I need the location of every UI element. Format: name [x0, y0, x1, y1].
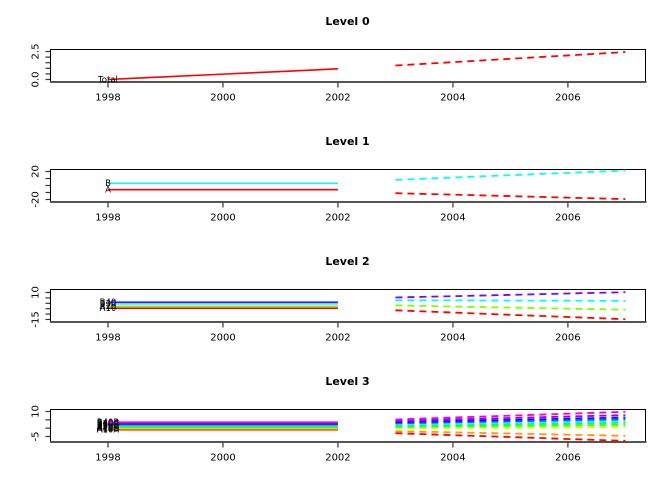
y-tick-label: -15 — [31, 311, 42, 327]
forecast-line-B30A — [395, 420, 626, 426]
y-tick-label: -5 — [31, 432, 42, 442]
x-tick-label: 2006 — [555, 453, 580, 464]
x-tick-label: 2004 — [440, 453, 465, 464]
series-label-B30B: B30B — [97, 420, 120, 430]
panel-title-level-1: Level 1 — [325, 135, 370, 148]
forecast-line-A20 — [395, 304, 626, 311]
panel-level-2: Level 2 1998 2000 2002 2004 2006 -15 10 A10 A20 B… — [0, 240, 672, 360]
x-tick-label: 2006 — [555, 93, 580, 104]
forecast-line-B40A — [395, 414, 626, 422]
panel-level-0: Level 0 1998 2000 2002 2004 2006 0.0 2.5 Total — [0, 0, 672, 120]
x-tick-label: 2004 — [440, 333, 465, 344]
series-label-B40A: B40A — [97, 419, 120, 429]
forecast-line-B30C — [395, 416, 626, 424]
x-tick-label: 2002 — [325, 453, 350, 464]
x-tick-label: 1998 — [95, 213, 120, 224]
forecast-line-A20B — [395, 421, 626, 427]
y-tick-label: 0.0 — [31, 72, 42, 88]
x-tick-label: 1998 — [95, 333, 120, 344]
y-tick-label: -20 — [31, 191, 42, 207]
series-label-A: A — [105, 185, 111, 195]
forecast-line-B30B — [395, 418, 626, 425]
forecast-line-A10B — [395, 430, 626, 437]
x-tick-label: 2000 — [210, 333, 235, 344]
series-label-A10C: A10C — [97, 424, 120, 434]
x-tick-label: 2004 — [440, 93, 465, 104]
level-1-plot: 1998 2000 2002 2004 2006 -20 20 AB — [31, 165, 647, 224]
series-label-B: B — [105, 179, 111, 189]
series-label-Total: Total — [97, 75, 118, 85]
series-label-B30: B30 — [100, 300, 117, 310]
series-label-A10: A10 — [100, 304, 117, 314]
forecast-line-A10 — [395, 309, 626, 321]
x-tick-label: 2002 — [325, 93, 350, 104]
series-label-B40: B40 — [100, 298, 117, 308]
forecast-line-A10C — [395, 426, 626, 430]
x-tick-label: 2000 — [210, 93, 235, 104]
panel-level-1: Level 1 1998 2000 2002 2004 2006 -20 20 A B — [0, 120, 672, 240]
level-0-plot: 1998 2000 2002 2004 2006 0.0 2.5 Total — [31, 44, 647, 104]
x-tick-label: 2006 — [555, 213, 580, 224]
forecast-line-B40B — [395, 410, 626, 421]
x-tick-label: 2002 — [325, 213, 350, 224]
forecast-line-A20A — [395, 423, 626, 428]
plot-box — [50, 49, 646, 82]
x-tick-label: 1998 — [95, 453, 120, 464]
panel-level-3: Level 3 1998 2000 2002 2004 2006 -5 10 A10A A10B… — [0, 360, 672, 480]
y-tick-label: 20 — [31, 165, 42, 178]
x-tick-label: 2002 — [325, 333, 350, 344]
x-tick-label: 1998 — [95, 93, 120, 104]
series-label-A20B: A20B — [97, 422, 120, 432]
forecast-line-B — [395, 169, 626, 181]
forecast-line-B30 — [395, 299, 626, 302]
series-label-A10A: A10A — [97, 425, 120, 435]
series-label-A20: A20 — [100, 302, 117, 312]
x-tick-label: 2000 — [210, 453, 235, 464]
series-label-B40B: B40B — [97, 418, 120, 428]
series-label-A20A: A20A — [97, 423, 120, 433]
forecast-line-A — [395, 192, 626, 201]
y-tick-label: 10 — [31, 286, 42, 299]
x-tick-label: 2006 — [555, 333, 580, 344]
level-3-plot: 1998 2000 2002 2004 2006 -5 10 A10AA10BA10CA20A… — [31, 405, 647, 464]
forecast-line-A10A — [395, 432, 626, 442]
y-tick-label: 2.5 — [31, 44, 42, 60]
panel-title-level-2: Level 2 — [325, 255, 370, 268]
series-label-A10B: A10B — [97, 425, 120, 435]
forecast-line-Total — [395, 51, 626, 67]
series-label-B30A: B30A — [97, 421, 120, 431]
series-label-B30C: B30C — [97, 420, 120, 430]
panel-title-level-3: Level 3 — [325, 375, 370, 388]
panel-title-level-0: Level 0 — [325, 15, 370, 28]
series-line-Total — [107, 68, 338, 81]
x-tick-label: 2000 — [210, 213, 235, 224]
forecast-line-B40 — [395, 291, 626, 299]
x-tick-label: 2004 — [440, 213, 465, 224]
y-tick-label: 10 — [31, 405, 42, 418]
